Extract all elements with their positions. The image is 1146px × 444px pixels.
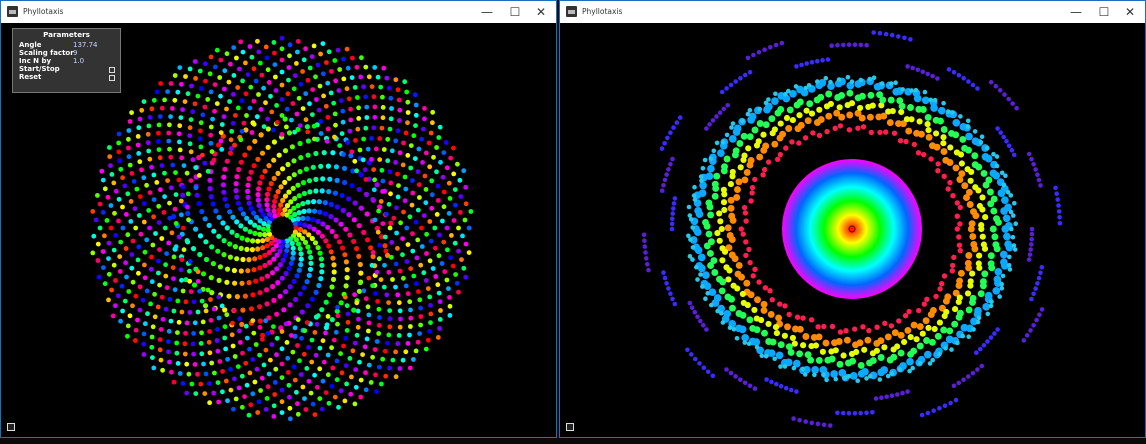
start-stop-row[interactable]: Start/Stop — [19, 65, 119, 74]
window-title: Phyllotaxis — [23, 7, 64, 16]
start-stop-label: Start/Stop — [19, 65, 60, 73]
reset-row[interactable]: Reset — [19, 73, 119, 82]
minimize-button[interactable]: — — [481, 5, 493, 19]
minimize-button[interactable]: — — [1070, 5, 1082, 19]
maximize-button[interactable]: ☐ — [1098, 5, 1110, 19]
concentric-ring-pattern — [641, 30, 1063, 428]
window-title: Phyllotaxis — [582, 7, 623, 16]
reset-checkbox[interactable] — [109, 75, 115, 81]
phyllotaxis-spiral — [90, 35, 474, 422]
parameters-panel: Parameters Angle 137.74 Scaling factor 9… — [12, 28, 121, 93]
resize-corner-icon[interactable] — [7, 423, 15, 431]
inc-n-value[interactable]: 1.0 — [73, 57, 85, 65]
scaling-factor-label: Scaling factor — [19, 49, 74, 57]
app-icon — [566, 6, 577, 17]
scaling-factor-row[interactable]: Scaling factor 9 — [19, 49, 119, 58]
phyllotaxis-window-right: Phyllotaxis — ☐ ✕ — [559, 0, 1146, 438]
maximize-button[interactable]: ☐ — [509, 5, 521, 19]
app-icon — [7, 6, 18, 17]
angle-value[interactable]: 137.74 — [73, 41, 98, 49]
inc-n-label: Inc N by — [19, 57, 52, 65]
close-button[interactable]: ✕ — [535, 5, 547, 19]
scaling-factor-value[interactable]: 9 — [73, 49, 78, 57]
start-stop-checkbox[interactable] — [109, 67, 115, 73]
render-canvas[interactable] — [1, 23, 556, 437]
resize-corner-icon[interactable] — [566, 423, 574, 431]
phyllotaxis-window-left: Phyllotaxis — ☐ ✕ Parameters Angle 137.7… — [0, 0, 557, 438]
title-bar[interactable]: Phyllotaxis — ☐ ✕ — [560, 1, 1145, 23]
angle-row[interactable]: Angle 137.74 — [19, 41, 119, 50]
parameters-title: Parameters — [43, 30, 90, 39]
angle-label: Angle — [19, 41, 42, 49]
gradient-center-disc — [782, 159, 922, 299]
close-button[interactable]: ✕ — [1124, 5, 1136, 19]
reset-label: Reset — [19, 73, 42, 81]
render-canvas[interactable] — [560, 23, 1145, 437]
title-bar[interactable]: Phyllotaxis — ☐ ✕ — [1, 1, 556, 23]
inc-n-row[interactable]: Inc N by 1.0 — [19, 57, 119, 66]
